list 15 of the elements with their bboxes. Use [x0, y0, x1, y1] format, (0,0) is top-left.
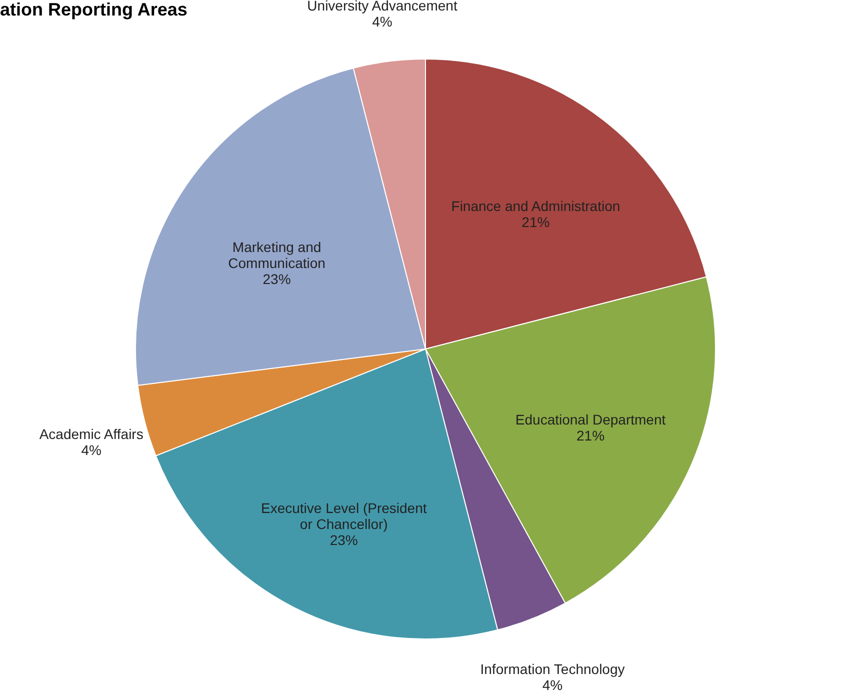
- slice-label: Marketing and Communication: [228, 238, 326, 271]
- slice-label: Educational Department: [515, 411, 666, 428]
- data-label: 4%: [81, 442, 102, 458]
- data-label: 4%: [542, 676, 563, 693]
- data-label: 21%: [576, 427, 605, 444]
- slice-label: University Advancement: [307, 0, 458, 14]
- chart-title: ation Reporting Areas: [0, 0, 188, 20]
- data-label: 23%: [262, 270, 291, 287]
- slice-label: Academic Affairs: [39, 426, 144, 442]
- data-label: 23%: [330, 532, 358, 548]
- data-label: 4%: [372, 14, 392, 30]
- data-label: 21%: [522, 214, 550, 230]
- slice-label: Finance and Administration: [451, 198, 620, 214]
- slice-label: Executive Level (President or Chancellor): [260, 500, 427, 532]
- slice-label: Information Technology: [480, 660, 625, 677]
